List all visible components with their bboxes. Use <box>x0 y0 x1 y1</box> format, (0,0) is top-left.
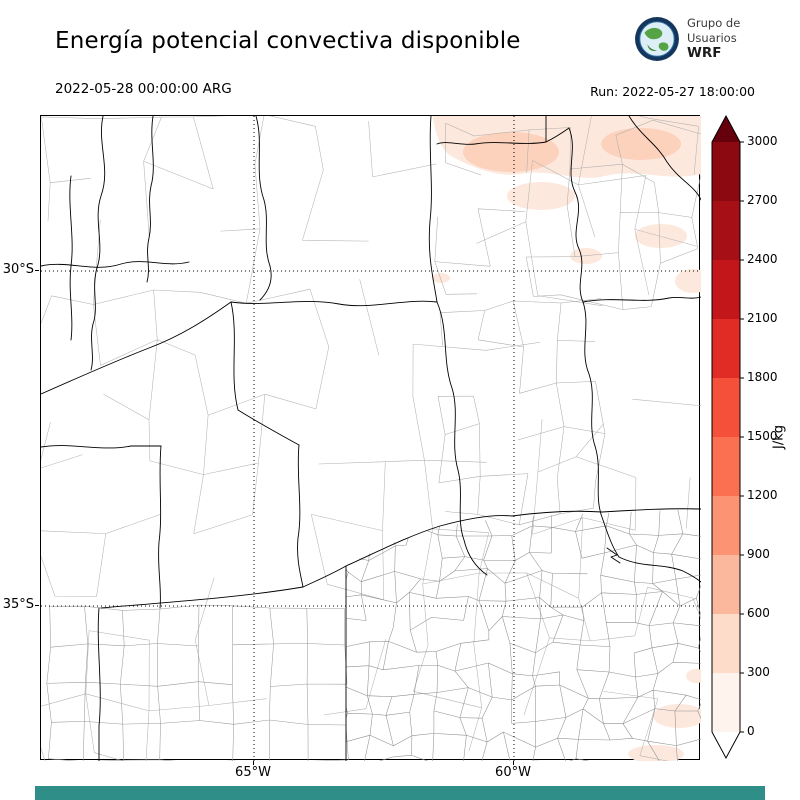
ytick-mark-30s <box>35 270 39 271</box>
valid-time-label: 2022-05-28 00:00:00 ARG <box>55 81 232 97</box>
lat-lon-gridlines <box>41 116 701 761</box>
department-mesh <box>434 119 701 310</box>
logo-text-wrf: WRF <box>687 44 722 61</box>
ytick-35s: 35°S <box>2 597 34 612</box>
colorbar-segments <box>712 142 740 732</box>
xtick-mark-60w <box>513 761 514 765</box>
page-title: Energía potencial convectiva disponible <box>55 28 521 54</box>
footer-bar <box>35 786 765 800</box>
run-time-label: Run: 2022-05-27 18:00:00 <box>590 84 755 99</box>
department-mesh <box>437 298 606 526</box>
cape-shading <box>432 116 701 761</box>
logo-text-line1: Grupo de <box>687 16 741 31</box>
colorbar-arrow-top <box>712 116 740 142</box>
colorbar-arrow-bottom <box>712 732 740 758</box>
xtick-mark-65w <box>253 761 254 765</box>
department-mesh <box>346 509 701 761</box>
xtick-65w: 65°W <box>235 765 271 780</box>
map-canvas <box>40 115 701 761</box>
department-mesh <box>41 116 701 761</box>
province-borders <box>41 116 701 761</box>
ytick-30s: 30°S <box>2 262 34 277</box>
ytick-mark-35s <box>35 605 39 606</box>
wrf-globe-icon <box>635 17 679 61</box>
department-mesh <box>46 604 349 761</box>
colorbar-unit-label: J/kg <box>771 425 787 449</box>
colorbar <box>711 115 744 760</box>
colorbar-tick-marks <box>740 141 744 733</box>
logo-text-line2: Usuarios <box>687 30 737 45</box>
xtick-60w: 60°W <box>495 765 531 780</box>
wrf-logo: Grupo de Usuarios WRF <box>634 16 740 62</box>
